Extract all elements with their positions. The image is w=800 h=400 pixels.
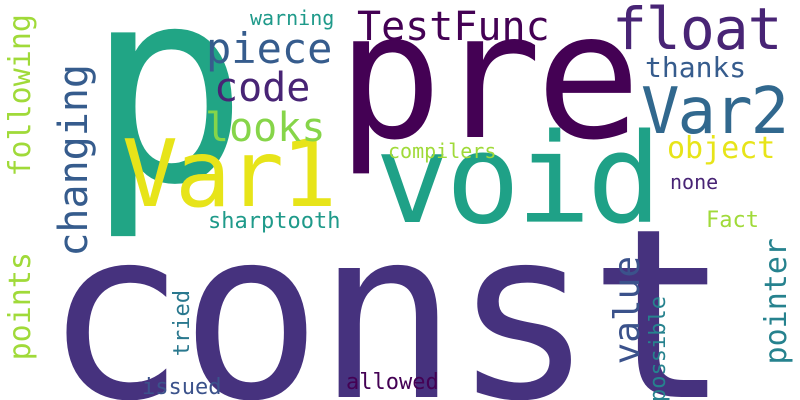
word-points: points bbox=[3, 252, 38, 361]
word-fact: Fact bbox=[706, 208, 759, 233]
word-sharptooth: sharptooth bbox=[208, 209, 341, 234]
word-const: const bbox=[44, 178, 730, 400]
word-void: void bbox=[375, 108, 662, 252]
word-looks: looks bbox=[205, 105, 326, 151]
word-code: code bbox=[214, 65, 311, 111]
word-object: object bbox=[667, 131, 776, 166]
word-pointer: pointer bbox=[759, 238, 794, 365]
word-testfunc: TestFunc bbox=[357, 4, 550, 50]
word-piece: piece bbox=[206, 24, 333, 73]
word-value: value bbox=[607, 256, 648, 365]
word-thanks: thanks bbox=[645, 51, 747, 84]
word-var2: Var2 bbox=[641, 75, 789, 149]
word-none: none bbox=[670, 170, 719, 194]
word-tried: tried bbox=[170, 290, 195, 357]
word-allowed: allowed bbox=[346, 370, 439, 395]
word-pre: pre bbox=[337, 0, 641, 179]
word-compilers: compilers bbox=[388, 139, 497, 163]
word-following: following bbox=[3, 14, 38, 177]
word-possible: possible bbox=[646, 296, 671, 400]
word-issued: issued bbox=[142, 375, 222, 400]
word-warning: warning bbox=[250, 6, 335, 30]
word-float: float bbox=[612, 0, 783, 63]
word-p: p bbox=[86, 0, 249, 244]
word-var1: Var1 bbox=[122, 120, 337, 228]
word-changing: changing bbox=[51, 64, 97, 257]
